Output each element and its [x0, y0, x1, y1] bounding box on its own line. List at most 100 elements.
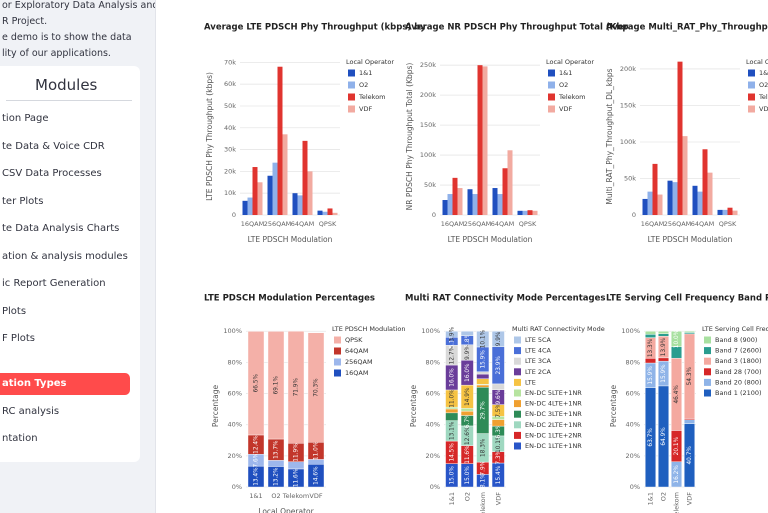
bar: [252, 167, 258, 215]
bar: [322, 211, 328, 215]
legend-swatch: [514, 336, 521, 344]
bar: [497, 194, 503, 215]
legend-label: O2: [759, 81, 768, 89]
data-label: 13.7%: [274, 440, 280, 459]
bar: [532, 210, 538, 215]
y-tick-label: 80%: [426, 358, 440, 366]
bar: [272, 162, 278, 215]
bar-segment: [491, 331, 505, 347]
x-tick-label: 64QAM: [491, 220, 514, 228]
y-tick-label: 20%: [228, 452, 242, 460]
data-label: 29.7%: [480, 401, 486, 420]
y-tick-label: 0%: [232, 483, 242, 491]
x-axis-title: Local Operator: [258, 507, 314, 513]
legend-label: 1&1: [359, 69, 372, 77]
bar-segment: [671, 331, 682, 348]
legend-label: Band 28 (700): [715, 368, 762, 376]
legend-swatch: [548, 105, 555, 113]
data-label: 9.9%: [496, 331, 502, 346]
legend-swatch: [514, 442, 521, 450]
bar: [657, 194, 663, 215]
data-label: 69.1%: [274, 376, 280, 395]
legend-label: VDF: [559, 105, 572, 113]
data-label: 66.5%: [254, 373, 260, 392]
x-axis-title: LTE PDSCH Modulation: [648, 235, 733, 244]
menu-item[interactable]: ntation: [2, 433, 38, 444]
divider: [6, 100, 132, 101]
y-axis-title: Percentage: [211, 385, 220, 428]
bar: [242, 200, 248, 215]
data-label: 54.3%: [687, 366, 693, 385]
bar: [667, 180, 673, 215]
legend-label: O2: [559, 81, 568, 89]
x-tick-label: 256QAM: [664, 220, 692, 228]
bar: [332, 212, 338, 215]
chart-title: Average LTE PDSCH Phy Throughput (kbps) …: [204, 23, 426, 33]
y-tick-label: 80%: [228, 358, 242, 366]
legend-label: EN-DC 2LTE+1NR: [525, 421, 582, 429]
x-tick-label: O2: [660, 492, 668, 501]
x-tick-label: QPSK: [719, 220, 737, 228]
bar: [277, 66, 283, 215]
legend-swatch: [514, 400, 521, 408]
menu-item[interactable]: F Plots: [2, 333, 35, 344]
y-tick-label: 150k: [620, 101, 636, 109]
x-tick-label: VDF: [494, 492, 502, 505]
menu-item[interactable]: ter Plots: [2, 196, 44, 207]
data-label: 63.7%: [648, 428, 654, 447]
data-label: 14.6%: [314, 466, 320, 485]
bar: [317, 210, 323, 215]
bar-segment: [658, 331, 669, 334]
x-tick-label: Telekom: [479, 492, 487, 513]
x-tick-label: 256QAM: [464, 220, 492, 228]
bar: [502, 168, 508, 215]
data-label: 9.9%: [465, 345, 471, 360]
legend-label: LTE 3CA: [525, 357, 552, 365]
menu-item[interactable]: ation & analysis modules: [2, 251, 128, 262]
bar: [692, 185, 698, 215]
data-label: 16.2%: [674, 465, 680, 484]
menu-item[interactable]: RC analysis: [2, 406, 60, 417]
menu-item[interactable]: CSV Data Processes: [2, 168, 102, 179]
data-label: 3.9%: [449, 326, 455, 341]
legend-swatch: [514, 368, 521, 376]
legend-swatch: [704, 389, 711, 397]
x-tick-label: 1&1: [448, 492, 456, 505]
bar: [727, 207, 733, 215]
y-tick-label: 60%: [626, 390, 640, 398]
bar-segment: [460, 331, 474, 336]
legend-swatch: [514, 389, 521, 397]
bar: [702, 149, 708, 215]
legend-label: LTE: [525, 378, 536, 386]
menu-item-active[interactable]: ation Types: [0, 373, 130, 395]
bar: [477, 65, 483, 215]
legend-swatch: [704, 347, 711, 355]
menu-item[interactable]: Plots: [2, 306, 27, 317]
chart-title: LTE Serving Cell Frequency Band Percen: [606, 294, 768, 304]
data-label: 20.1%: [674, 436, 680, 455]
bar-segment: [460, 408, 474, 412]
sidebar: or Exploratory Data Analysis and R Proje…: [0, 0, 156, 513]
menu-item[interactable]: te Data Analysis Charts: [2, 223, 120, 234]
y-tick-label: 200k: [620, 65, 636, 73]
data-label: 13.2%: [274, 467, 280, 486]
data-label: 16.0%: [465, 363, 471, 382]
data-label: 11.0%: [449, 389, 455, 408]
data-label: 11.0%: [314, 441, 320, 460]
legend-swatch: [704, 336, 711, 344]
data-label: 10.1%: [480, 329, 486, 348]
bar-segment: [476, 371, 490, 375]
bar: [457, 188, 463, 215]
legend-title: Local Operator: [346, 58, 394, 66]
y-tick-label: 20%: [626, 452, 640, 460]
legend-swatch: [348, 81, 355, 89]
legend-title: Local Operator: [746, 58, 768, 66]
menu-item[interactable]: tion Page: [2, 113, 49, 124]
data-label: 7.9%: [480, 460, 486, 475]
y-tick-label: 60%: [426, 390, 440, 398]
y-axis-title: Multi_RAT_Phy_Throughput_DL_kbps: [605, 68, 614, 204]
menu-item[interactable]: te Data & Voice CDR: [2, 141, 105, 152]
menu-item[interactable]: ic Report Generation: [2, 278, 106, 289]
bar-segment: [491, 383, 505, 390]
